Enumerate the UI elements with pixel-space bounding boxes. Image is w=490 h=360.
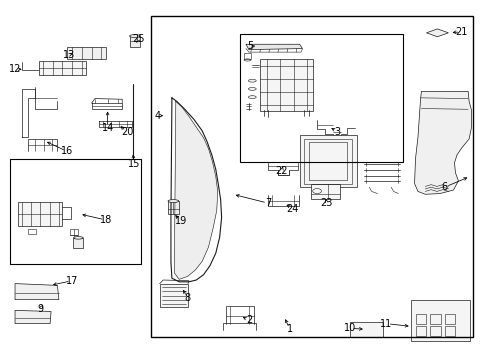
Text: 2: 2 [246,315,252,325]
Polygon shape [15,284,59,300]
Bar [151,16,473,337]
Ellipse shape [248,79,256,82]
Ellipse shape [74,237,83,239]
Bar [240,33,403,162]
Bar [304,139,352,184]
Text: 21: 21 [456,27,468,37]
Bar [430,314,441,324]
Ellipse shape [248,87,256,90]
Bar [350,322,383,337]
Bar [74,238,83,248]
Polygon shape [415,91,471,194]
Text: 12: 12 [9,64,21,74]
Text: 11: 11 [380,319,392,329]
Ellipse shape [168,200,179,203]
Text: 14: 14 [101,123,114,133]
Text: 25: 25 [132,34,145,44]
Ellipse shape [129,35,140,37]
Text: 6: 6 [441,182,448,192]
Text: 1: 1 [287,324,293,334]
Bar [28,229,36,234]
Bar [299,135,357,187]
Bar [445,314,456,324]
Text: 19: 19 [174,216,187,226]
Ellipse shape [248,96,256,99]
Text: 10: 10 [343,323,356,333]
Bar [10,158,141,264]
Text: 24: 24 [287,203,299,213]
Bar [411,300,470,342]
Text: 13: 13 [63,50,75,60]
Bar [67,47,106,59]
Bar [160,284,188,307]
Bar [19,202,62,226]
Text: 8: 8 [184,293,191,303]
Bar [129,36,140,47]
Polygon shape [174,102,218,279]
Text: 17: 17 [66,276,78,286]
Text: 3: 3 [335,127,341,137]
Text: 23: 23 [320,198,333,208]
Text: 20: 20 [121,127,133,137]
Bar [70,229,78,235]
Text: 4: 4 [154,111,160,121]
Bar [168,201,179,214]
Bar [416,327,426,337]
Polygon shape [15,310,51,324]
Bar [445,327,456,337]
Text: 7: 7 [265,198,271,208]
Text: 5: 5 [247,41,253,51]
Text: 18: 18 [100,215,112,225]
Polygon shape [426,29,448,37]
Bar [39,61,86,75]
Bar [260,59,313,111]
Polygon shape [246,44,302,50]
Bar [430,327,441,337]
Bar [416,314,426,324]
Text: 9: 9 [37,304,44,314]
Bar [311,184,340,199]
Text: 16: 16 [61,147,74,157]
Text: 15: 15 [128,159,140,169]
Text: 22: 22 [275,166,288,176]
